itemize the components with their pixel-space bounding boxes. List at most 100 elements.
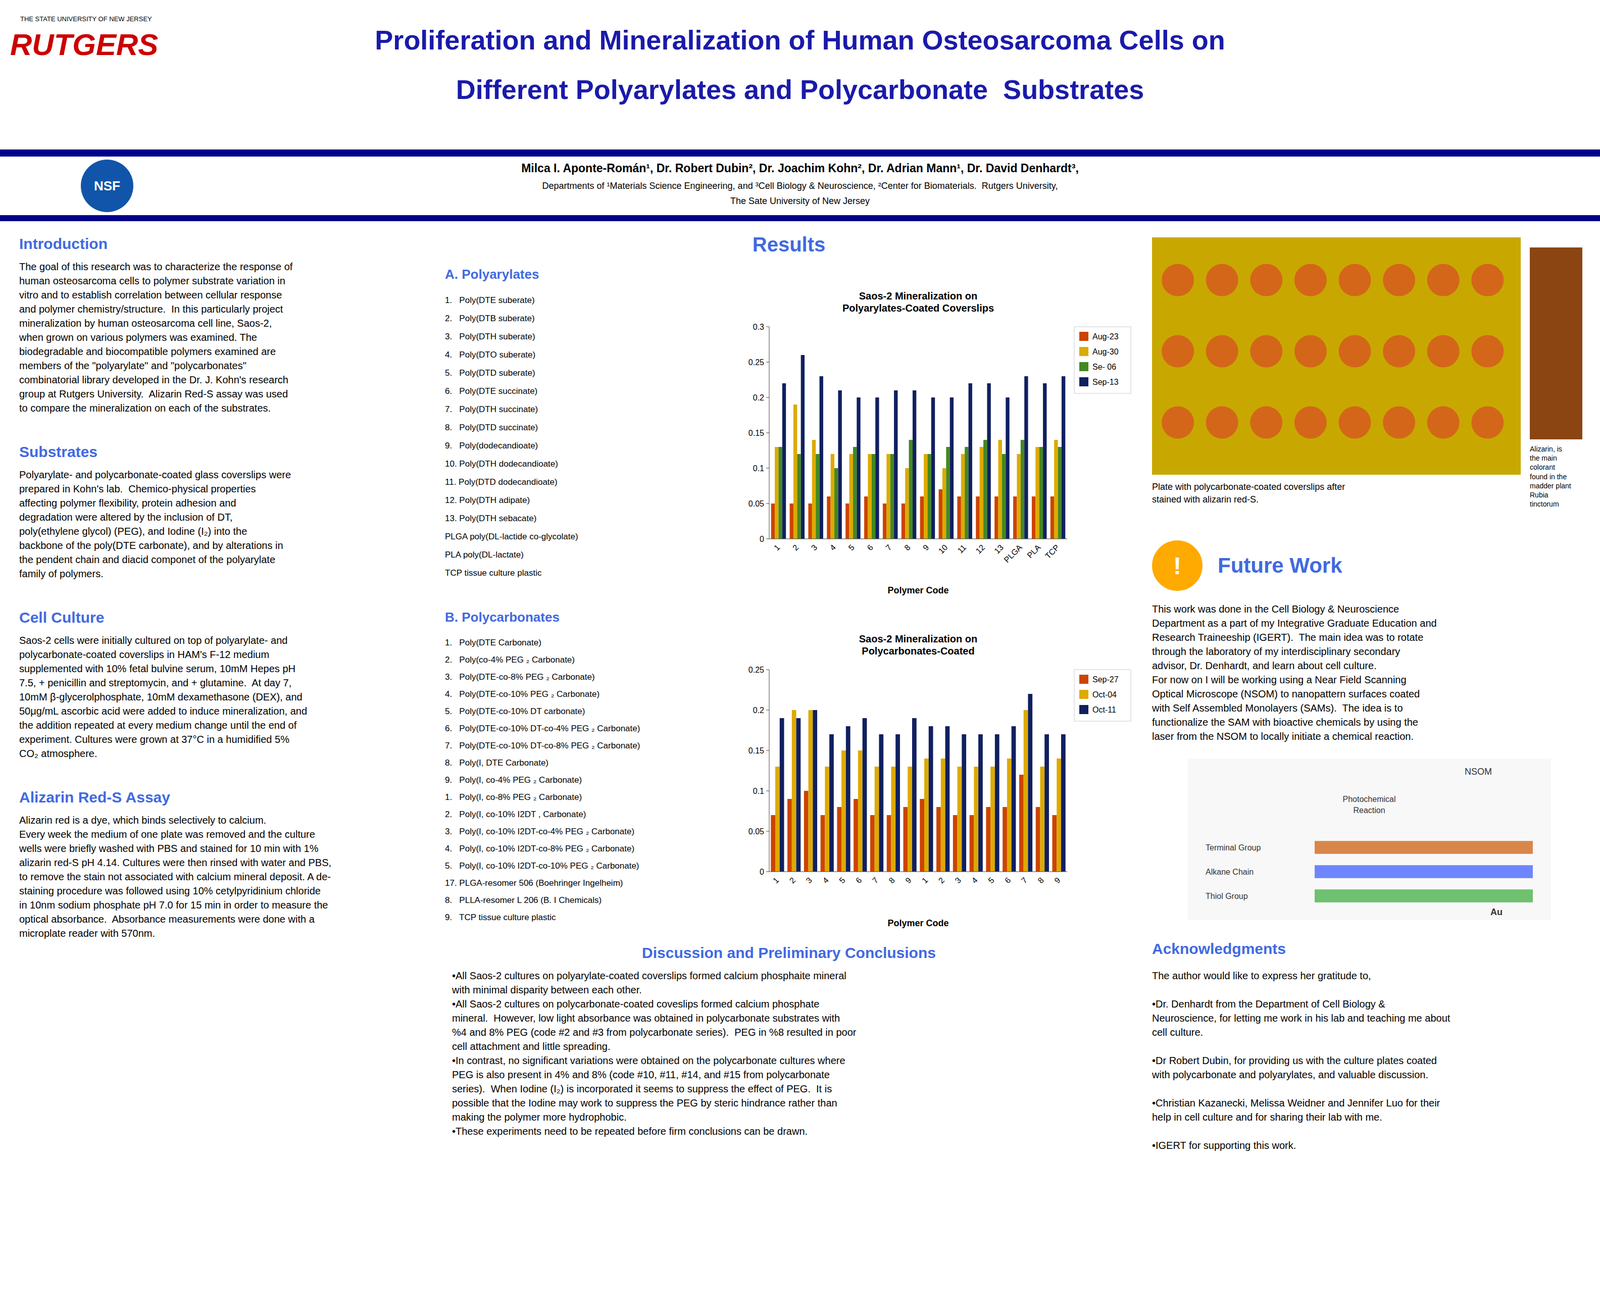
bar xyxy=(994,734,1000,872)
legend-label: Oct-11 xyxy=(1092,705,1117,715)
list-item: 6. Poly(DTE-co-10% DT-co-4% PEG ₂ Carbon… xyxy=(444,720,728,738)
bar xyxy=(912,390,917,539)
bar xyxy=(782,383,786,539)
tick-label: 7 xyxy=(870,875,880,885)
diagram-label: Terminal Group xyxy=(1205,843,1261,853)
bar xyxy=(957,496,961,539)
tick-label: 6 xyxy=(854,875,864,885)
nsf-logo: NSF xyxy=(80,159,134,213)
bar xyxy=(1023,710,1029,872)
plate-well xyxy=(1250,406,1283,439)
legend-label: Sep-27 xyxy=(1092,675,1119,684)
header: Proliferation and Mineralization of Huma… xyxy=(0,0,1600,150)
list-item: 7. Poly(DTH succinate) xyxy=(444,400,728,419)
bar xyxy=(890,454,894,539)
bar xyxy=(1061,376,1066,539)
bar xyxy=(856,397,861,539)
bar xyxy=(791,710,797,872)
section-title: Discussion and Preliminary Conclusions xyxy=(444,944,1133,962)
diagram-label: Photochemical xyxy=(1342,794,1396,804)
bar xyxy=(983,439,987,539)
bar xyxy=(912,718,917,872)
bar xyxy=(1054,439,1058,539)
section-text: •All Saos-2 cultures on polyarylate-coat… xyxy=(452,968,1133,1139)
list-item: 13. Poly(DTH sebacate) xyxy=(444,509,728,528)
plate-well xyxy=(1427,406,1460,439)
bar xyxy=(874,766,880,872)
results-title: Results xyxy=(444,233,1133,264)
bar xyxy=(890,766,896,872)
section-title: Introduction xyxy=(19,235,428,253)
tick-label: 10 xyxy=(936,542,950,556)
bar xyxy=(903,807,909,872)
tick-label: 6 xyxy=(865,542,875,553)
tick-label: 6 xyxy=(1003,875,1013,885)
list-item: 17. PLGA-resomer 506 (Boehringer Ingelhe… xyxy=(444,874,728,892)
tick-label: 0 xyxy=(759,867,765,877)
bar xyxy=(1024,376,1028,539)
plate-photo xyxy=(1152,237,1521,475)
bar xyxy=(1044,734,1049,872)
legend-label: Sep-13 xyxy=(1092,377,1119,387)
tick-label: 2 xyxy=(790,542,800,553)
tick-label: TCP xyxy=(1043,542,1062,561)
bars xyxy=(770,693,1066,872)
bar xyxy=(1027,693,1033,872)
plate-well xyxy=(1427,264,1460,297)
tick xyxy=(766,871,770,873)
tick-label: 0.15 xyxy=(748,428,765,438)
bar xyxy=(975,496,980,539)
bar xyxy=(936,807,941,872)
bar xyxy=(1050,496,1055,539)
diagram-label: Thiol Group xyxy=(1205,891,1248,901)
logo-name: RUTGERS xyxy=(10,27,159,63)
legend-swatch xyxy=(1079,362,1089,372)
bar-chart: Saos-2 Mineralization onPolyarylates-Coa… xyxy=(733,286,1133,600)
tick-label: 3 xyxy=(953,875,963,885)
bar xyxy=(957,766,963,872)
diagram-label: Alkane Chain xyxy=(1205,867,1254,877)
bar xyxy=(808,503,812,539)
bar xyxy=(961,734,967,872)
plate-well xyxy=(1471,406,1504,439)
tick xyxy=(766,468,770,469)
bulb-icon: ! xyxy=(1152,540,1203,591)
plate-well xyxy=(1161,264,1194,297)
tick xyxy=(766,538,770,540)
column: ResultsA. Polyarylates1. Poly(DTE subera… xyxy=(444,233,1133,1299)
tick-label: 5 xyxy=(846,542,857,553)
bar xyxy=(862,718,868,872)
caption: Alizarin, is the main colorant found in … xyxy=(1529,444,1584,509)
list-item: 4. Poly(I, co-10% I2DT-co-8% PEG ₂ Carbo… xyxy=(444,840,728,858)
bar xyxy=(1013,496,1017,539)
bar xyxy=(820,815,826,872)
legend-label: Se- 06 xyxy=(1092,362,1117,372)
list-item: PLGA poly(DL-lactide co-glycolate) xyxy=(444,527,728,546)
plate-well xyxy=(1294,264,1327,297)
tick xyxy=(766,362,770,363)
tick-label: 3 xyxy=(804,875,814,885)
list-item: 3. Poly(DTH suberate) xyxy=(444,327,728,346)
bar xyxy=(778,446,782,539)
bar xyxy=(893,390,898,539)
list-item: 7. Poly(DTE-co-10% DT-co-8% PEG ₂ Carbon… xyxy=(444,737,728,755)
bar xyxy=(961,454,965,539)
axis-line xyxy=(769,669,770,872)
tick-label: 2 xyxy=(787,875,797,885)
subsection-title: B. Polycarbonates xyxy=(444,609,1133,626)
plate-well xyxy=(1427,335,1460,368)
tick-label: 0.1 xyxy=(753,786,765,796)
legend-box xyxy=(1074,669,1131,722)
axis-label: Polymer Code xyxy=(887,918,949,929)
tick xyxy=(766,831,770,832)
tick-label: 9 xyxy=(1052,875,1062,885)
section: Alizarin Red-S AssayAlizarin red is a dy… xyxy=(19,788,428,941)
bar xyxy=(858,750,863,872)
plate-well xyxy=(1382,335,1416,368)
section-title: Cell Culture xyxy=(19,609,428,627)
bar xyxy=(793,404,797,539)
bar xyxy=(1035,807,1041,872)
list-item: 9. Poly(dodecandioate) xyxy=(444,436,728,456)
tick-label: 2 xyxy=(936,875,946,885)
diagram-label: Au xyxy=(1490,907,1503,918)
